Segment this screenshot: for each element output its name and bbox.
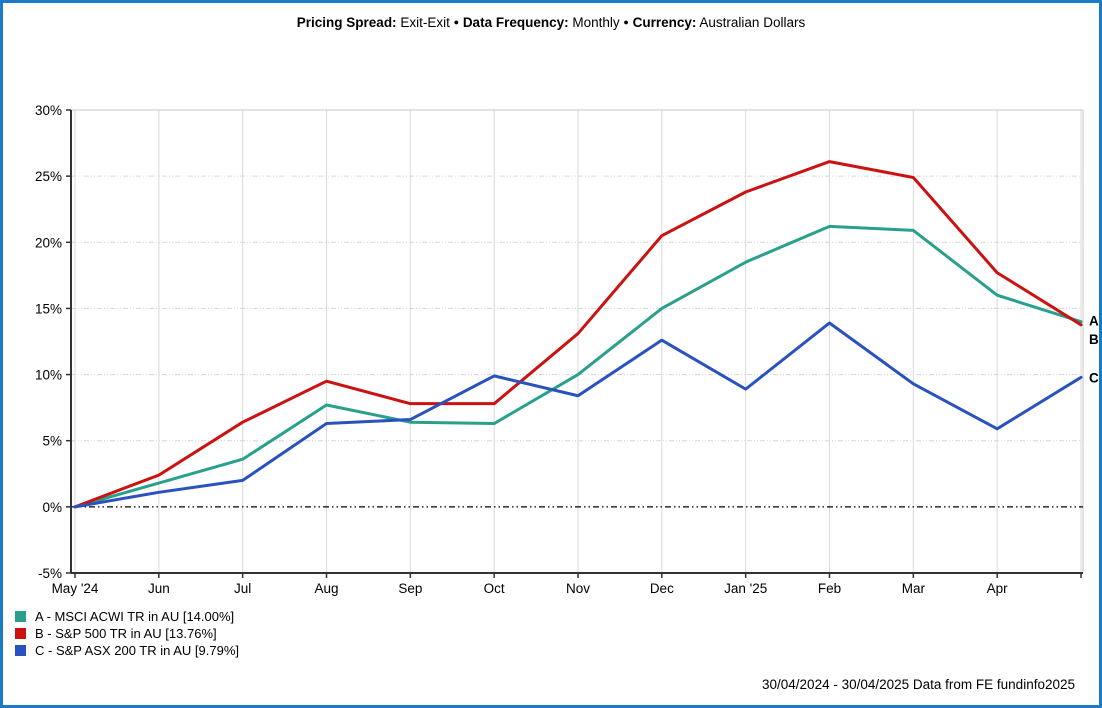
- y-axis-label: 5%: [42, 434, 62, 449]
- data-frequency-label: Data Frequency:: [462, 15, 569, 30]
- currency-label: Currency:: [632, 15, 697, 30]
- legend-swatch-b: [15, 628, 26, 639]
- series-end-label-c: C: [1089, 370, 1099, 385]
- x-axis-label: Apr: [987, 581, 1009, 596]
- performance-line-chart: 30% 25% 20% 15% 10% 5% 0% -5%May '24 Jun Jul Aug Se…: [35, 103, 1099, 596]
- x-axis-label: Jun: [148, 581, 170, 596]
- legend-swatch-c: [15, 645, 26, 656]
- legend-item-a: A - MSCI ACWI TR in AU [14.00%]: [15, 608, 239, 625]
- x-axis-label: Dec: [650, 581, 674, 596]
- legend-item-c: C - S&P ASX 200 TR in AU [9.79%]: [15, 642, 239, 659]
- axis-labels: 30% 25% 20% 15% 10% 5% 0% -5%May '24 Jun Jul Aug Se…: [35, 103, 1099, 596]
- x-axis-label: Jan '25: [724, 581, 767, 596]
- legend-label-c: C - S&P ASX 200 TR in AU [9.79%]: [35, 643, 240, 658]
- x-axis-label: Sep: [398, 581, 422, 596]
- pricing-spread-value: Exit-Exit: [400, 15, 450, 30]
- legend-label-a: A - MSCI ACWI TR in AU [14.00%]: [35, 609, 235, 624]
- x-axis-label: Mar: [902, 581, 926, 596]
- data-frequency-value: Monthly: [572, 15, 620, 30]
- x-axis-label: Nov: [566, 581, 590, 596]
- series-lines: [73, 160, 1083, 509]
- y-axis-label: 15%: [35, 301, 62, 316]
- legend-swatch-a: [15, 611, 26, 622]
- x-axis-label: Aug: [314, 581, 338, 596]
- series-line-a: [73, 224, 1083, 509]
- series-line-b: [73, 160, 1083, 509]
- y-axis-label: 0%: [42, 500, 62, 515]
- x-axis-label: Oct: [484, 581, 505, 596]
- chart-header: Pricing Spread: Exit-Exit ● Data Frequen…: [3, 15, 1099, 30]
- currency-value: Australian Dollars: [699, 15, 806, 30]
- y-axis-label: 20%: [35, 235, 62, 250]
- x-axis-label: May '24: [52, 581, 99, 596]
- legend: A - MSCI ACWI TR in AU [14.00%] B - S&P …: [15, 608, 239, 659]
- y-axis-label: 25%: [35, 169, 62, 184]
- gridlines: [71, 109, 1084, 573]
- x-axis-label: Jul: [234, 581, 251, 596]
- y-axis-label: -5%: [38, 566, 62, 581]
- y-axis-label: 30%: [35, 103, 62, 118]
- axes: [66, 109, 1083, 578]
- x-axis-label: Feb: [818, 581, 841, 596]
- series-end-label-a: A: [1089, 314, 1099, 329]
- pricing-spread-label: Pricing Spread:: [296, 15, 397, 30]
- legend-label-b: B - S&P 500 TR in AU [13.76%]: [35, 626, 217, 641]
- legend-item-b: B - S&P 500 TR in AU [13.76%]: [15, 625, 239, 642]
- y-axis-label: 10%: [35, 368, 62, 383]
- series-line-c: [73, 321, 1083, 509]
- series-end-label-b: B: [1089, 332, 1099, 347]
- footer-date-range: 30/04/2024 - 30/04/2025 Data from FE fun…: [762, 677, 1075, 692]
- bullet-separator-icon: ●: [453, 17, 460, 27]
- bullet-separator-icon: ●: [623, 17, 629, 27]
